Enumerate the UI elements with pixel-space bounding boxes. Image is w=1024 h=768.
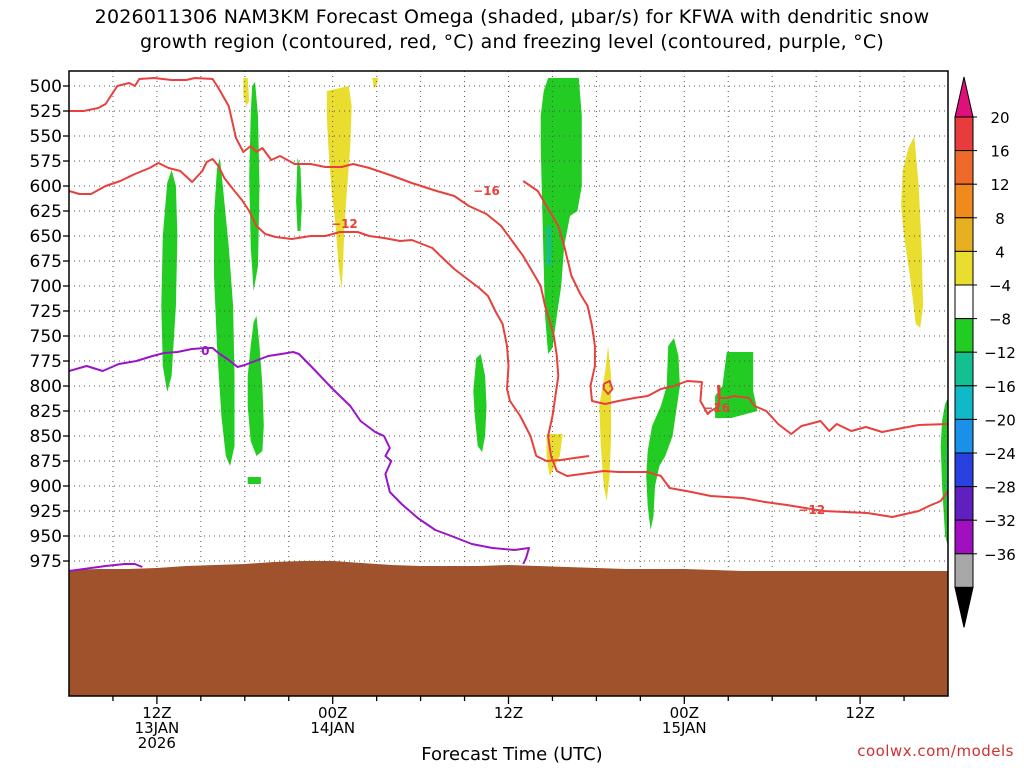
omega-region-10 (940, 398, 948, 546)
colorbar-label-6: −8 (989, 311, 1011, 329)
contours (69, 77, 948, 572)
omega-region-13 (243, 78, 250, 106)
colorbar-swatch-11 (954, 486, 974, 521)
colorbar-swatch-12 (954, 519, 974, 555)
colorbar-swatch-13 (954, 553, 974, 588)
contour-label-3: −12 (798, 503, 825, 517)
y-tick-label-975: 975 (30, 552, 62, 572)
omega-region-9 (715, 352, 758, 418)
y-tick-label-600: 600 (30, 177, 62, 197)
x-tick-label-60-0: 12Z (845, 704, 874, 722)
colorbar-label-2: 12 (990, 176, 1009, 194)
omega-region-5 (296, 158, 302, 231)
x-axis-title: Forecast Time (UTC) (421, 744, 603, 765)
colorbar-label-13: −36 (984, 546, 1016, 564)
colorbar-bottom-arrow (954, 586, 974, 628)
y-tick-label-875: 875 (30, 452, 62, 472)
y-tick-label-525: 525 (30, 102, 62, 122)
colorbar-top-arrow (954, 76, 974, 118)
chart-title-line2: growth region (contoured, red, °C) and f… (140, 31, 884, 53)
y-tick-label-825: 825 (30, 402, 62, 422)
omega-region-3 (247, 316, 264, 456)
x-tick-label-12-2: 2026 (138, 734, 176, 752)
y-tick-label-925: 925 (30, 502, 62, 522)
colorbar-swatch-4 (954, 250, 974, 286)
colorbar-label-4: 4 (995, 243, 1005, 261)
x-tick-label-48-1: 15JAN (662, 719, 707, 737)
y-tick-label-900: 900 (30, 477, 62, 497)
omega-region-7 (473, 354, 487, 452)
y-tick-label-750: 750 (30, 327, 62, 347)
colorbar-label-1: 16 (990, 143, 1009, 161)
y-tick-label-950: 950 (30, 527, 62, 547)
colorbar-label-5: −4 (989, 277, 1011, 295)
colorbar-label-10: −24 (984, 445, 1016, 463)
dgz-contour-4 (602, 380, 614, 395)
colorbar-swatch-10 (954, 452, 974, 488)
y-tick-label-550: 550 (30, 127, 62, 147)
y-tick-label-775: 775 (30, 352, 62, 372)
dgz-contour-0 (69, 77, 948, 518)
contour-label-4: 0 (201, 344, 209, 358)
colorbar: 20 16 12 8 4 −4 −8 −12 −16 −20 −24 −28 −32 −36 (954, 76, 1016, 628)
omega-shading (161, 78, 948, 546)
y-tick-label-625: 625 (30, 202, 62, 222)
omega-region-16 (599, 346, 612, 501)
chart-title-line1: 2026011306 NAM3KM Forecast Omega (shaded… (94, 6, 930, 28)
x-tick-label-24-0: 00Z (318, 704, 347, 722)
omega-region-6 (540, 78, 582, 354)
dgz-contour-2 (522, 180, 712, 415)
freezing-contour-1 (69, 563, 143, 572)
y-tick-label-575: 575 (30, 152, 62, 172)
colorbar-swatch-6 (954, 318, 974, 353)
colorbar-swatch-8 (954, 385, 974, 420)
omega-region-4 (247, 477, 261, 484)
credit-text: coolwx.com/models (857, 742, 1014, 760)
y-tick-label-700: 700 (30, 277, 62, 297)
terrain-surface (69, 561, 948, 696)
x-tick-label-36-0: 12Z (494, 704, 523, 722)
colorbar-label-8: −16 (984, 378, 1016, 396)
colorbar-swatch-3 (954, 217, 974, 252)
x-tick-label-12-1: 13JAN (135, 719, 180, 737)
y-tick-label-850: 850 (30, 427, 62, 447)
omega-region-18 (901, 136, 924, 328)
colorbar-swatch-2 (954, 183, 974, 219)
omega-region-0 (161, 170, 178, 392)
colorbar-label-9: −20 (984, 411, 1016, 429)
freezing-contour-0 (69, 347, 530, 565)
colorbar-label-0: 20 (990, 109, 1009, 127)
y-tick-label-800: 800 (30, 377, 62, 397)
colorbar-swatch-5 (954, 284, 974, 320)
x-tick-label-24-1: 14JAN (310, 719, 355, 737)
dgz-contour-1 (69, 158, 590, 462)
colorbar-swatch-9 (954, 418, 974, 454)
y-tick-label-725: 725 (30, 302, 62, 322)
y-axis: 500 525 550 575 600 625 650 675 700 725 750 775 800 8… (30, 77, 69, 572)
x-tick-label-12-0: 12Z (142, 704, 171, 722)
colorbar-label-7: −12 (984, 344, 1016, 362)
contour-label-0: −16 (473, 184, 500, 198)
omega-region-15 (372, 78, 379, 88)
contour-labels: −16 −12 −16 −12 0 (201, 184, 825, 517)
omega-region-11 (546, 226, 551, 266)
colorbar-label-11: −28 (984, 479, 1016, 497)
contour-label-1: −12 (331, 217, 358, 231)
colorbar-swatch-7 (954, 351, 974, 387)
y-tick-label-675: 675 (30, 252, 62, 272)
colorbar-swatch-1 (954, 150, 974, 185)
terrain-fill (69, 561, 948, 696)
colorbar-swatch-0 (954, 116, 974, 152)
colorbar-label-12: −32 (984, 512, 1016, 530)
y-tick-label-500: 500 (30, 77, 62, 97)
contour-label-2: −16 (703, 401, 730, 415)
colorbar-label-3: 8 (995, 210, 1005, 228)
dgz-contour-3 (710, 385, 948, 435)
omega-region-1 (214, 158, 235, 466)
omega-region-17 (546, 434, 563, 476)
y-tick-label-650: 650 (30, 227, 62, 247)
x-tick-label-48-0: 00Z (670, 704, 699, 722)
